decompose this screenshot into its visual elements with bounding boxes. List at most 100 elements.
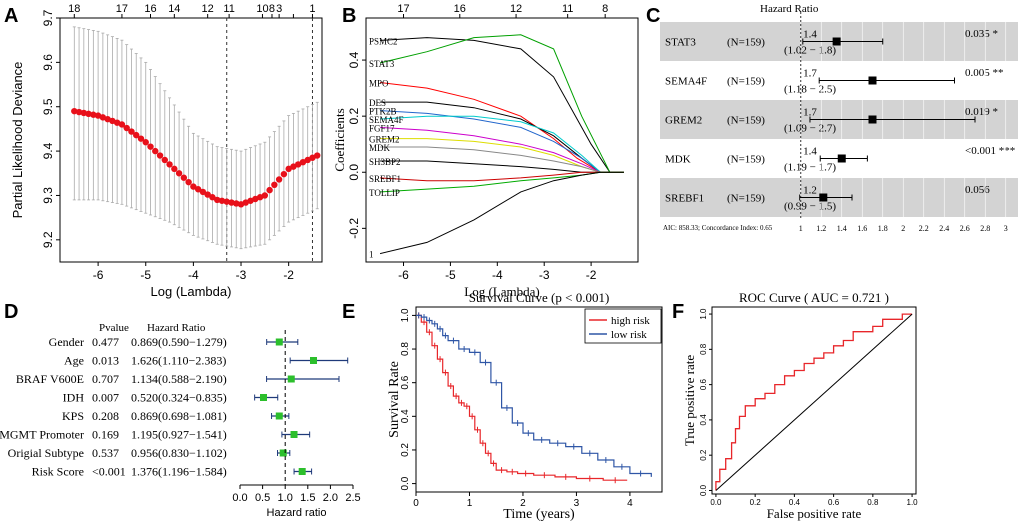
plot-frame: [59, 17, 323, 263]
x-tick-label: 2.5: [345, 492, 360, 504]
n-label: (N=159): [727, 76, 765, 88]
coef-label: GREM2: [369, 135, 400, 145]
y-tick-label: 1.0: [400, 308, 411, 322]
y-tick-label: 9.4: [41, 142, 55, 159]
legend-label: high risk: [611, 315, 650, 327]
cv-point: [280, 170, 288, 178]
y-axis-label: Coefficients: [332, 108, 347, 171]
cv-point: [166, 161, 173, 168]
hr-value: 1.4: [803, 29, 817, 41]
y-tick-label: 0.8: [400, 342, 411, 356]
top-tick-label: 8: [602, 3, 608, 15]
x-tick-label: -2: [283, 268, 294, 282]
panel-d-forest: Pvalue Hazard Ratio Gender 0.477 0.869(0.590…: [0, 322, 361, 519]
roc-curve: [715, 313, 913, 491]
km-curve: [416, 314, 652, 477]
gene-label: STAT3: [665, 37, 696, 49]
top-tick-label: 17: [116, 3, 128, 15]
x-tick-label: 4: [627, 498, 633, 509]
chart-title: Survival Curve (p < 0.001): [469, 290, 610, 305]
covariate-label: BRAF V600E: [16, 372, 84, 386]
x-tick-label: 0.2: [750, 498, 762, 507]
top-tick-label: 11: [562, 3, 573, 15]
p-value: 0.035 *: [965, 28, 998, 40]
x-tick-label: 1: [467, 498, 473, 509]
covariate-label: Risk Score: [32, 465, 84, 479]
p-value: 0.477: [92, 335, 119, 349]
panel-a-cv-deviance: -6 -5 -4 -3 -29.29.39.49.59.69.718 17 16 14 12 11…: [10, 3, 323, 299]
cv-point: [309, 154, 316, 161]
hr-marker: [290, 431, 298, 438]
x-tick-label: 1.0: [907, 498, 919, 507]
p-value: 0.005 **: [965, 67, 1004, 79]
plot-frame: [415, 306, 663, 493]
top-tick-label: 12: [510, 3, 522, 15]
cv-point: [80, 109, 88, 117]
panel-letter-e: E: [342, 301, 355, 323]
cv-point: [271, 181, 278, 189]
coef-label: FGF17: [369, 123, 395, 133]
panel-letter-f: F: [672, 301, 684, 323]
top-tick-label: 12: [202, 3, 214, 15]
covariate-label: Age: [64, 354, 84, 368]
y-tick-label: 0.6: [699, 379, 708, 391]
p-value: <0.001: [92, 465, 126, 479]
n-label: (N=159): [727, 37, 765, 49]
diagonal-line: [715, 313, 913, 491]
y-tick-label: 9.7: [41, 9, 55, 26]
cv-point: [290, 163, 297, 170]
hr-marker: [287, 375, 295, 383]
panel-letter-a: A: [4, 5, 18, 27]
gene-label: GREM2: [665, 115, 702, 127]
p-value: 0.019 *: [965, 106, 998, 118]
coef-path: [380, 146, 624, 173]
y-tick-label: 0.4: [347, 51, 361, 68]
plot-frame: [711, 306, 917, 495]
coef-label: SH3BP2: [369, 157, 401, 167]
hr-marker: [832, 37, 841, 46]
cv-point: [90, 111, 97, 118]
x-tick-label: 0.5: [255, 492, 270, 504]
cv-point: [304, 156, 311, 164]
y-tick-label: 0.2: [347, 107, 361, 124]
x-tick-label: -2: [586, 268, 597, 282]
coef-path: [380, 171, 624, 182]
top-tick-label: 3: [276, 3, 282, 15]
cv-point: [85, 110, 92, 118]
chart-title: ROC Curve ( AUC = 0.721 ): [739, 290, 889, 305]
y-tick-label: 0.6: [400, 375, 411, 389]
forest-title: Hazard Ratio: [760, 3, 819, 15]
y-tick-label: 1.0: [699, 308, 708, 320]
x-tick-label: -5: [445, 268, 456, 282]
plot-frame: [365, 17, 639, 263]
x-tick-label: 2.2: [919, 224, 929, 233]
x-tick-label: 2.4: [939, 224, 949, 233]
hr-value: 1.7: [803, 68, 817, 80]
x-tick-label: 0: [413, 498, 419, 509]
cv-point: [266, 186, 273, 194]
y-tick-label: -0.2: [347, 218, 361, 239]
cv-point: [275, 176, 283, 183]
x-tick-label: 1.5: [300, 492, 315, 504]
hr-text: 1.626(1.110−2.383): [131, 354, 226, 368]
coef-label: STAT3: [369, 59, 395, 69]
cv-point: [199, 188, 207, 196]
x-tick-label: -3: [236, 268, 247, 282]
p-value: 0.056: [965, 184, 990, 196]
x-tick-label: 0.6: [828, 498, 840, 507]
x-tick-label: 0.4: [789, 498, 801, 507]
panel-letter-d: D: [4, 301, 18, 323]
hr-text: 1.195(0.927−1.541): [131, 428, 227, 442]
coef-path: [380, 37, 624, 173]
cv-point: [133, 131, 140, 139]
x-tick-label: 1.4: [837, 224, 847, 233]
hr-marker: [837, 154, 846, 163]
coef-label: MPO: [369, 79, 389, 89]
covariate-label: IDH: [63, 391, 85, 405]
y-axis-label: Partial Likelihood Deviance: [10, 62, 25, 219]
coef-label: TOLLIP: [369, 188, 400, 198]
top-tick-label: 1: [309, 3, 315, 15]
x-axis-label: False positive rate: [767, 506, 862, 521]
hr-marker: [819, 193, 828, 202]
top-tick-label: 18: [68, 3, 80, 15]
